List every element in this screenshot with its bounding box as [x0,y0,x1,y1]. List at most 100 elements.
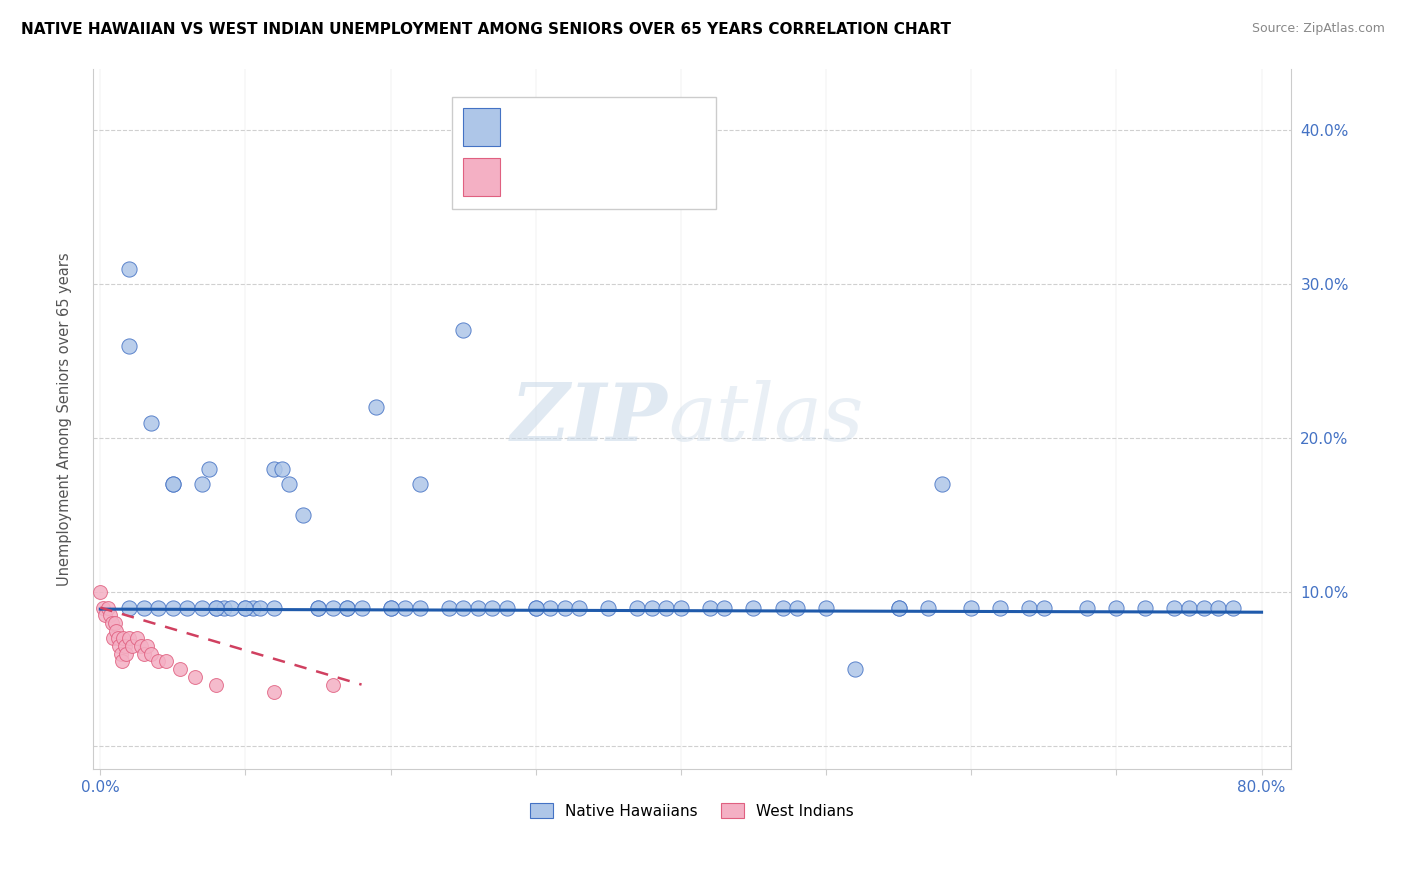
Point [495,600,517,615]
Point [538,600,561,615]
Point [451,323,474,337]
Point [887,600,910,615]
Point [235,600,257,615]
Point [132,600,155,615]
Point [1206,600,1229,615]
Point [114,639,136,653]
Point [198,462,221,476]
Point [162,477,184,491]
Point [183,670,205,684]
Point [568,600,591,615]
Point [112,632,135,646]
Point [713,600,735,615]
Point [118,632,141,646]
Point [139,416,162,430]
Point [1032,600,1054,615]
Point [1178,600,1201,615]
Point [917,600,939,615]
Point [1135,600,1157,615]
Text: atlas: atlas [668,380,863,458]
Point [155,655,177,669]
Point [1192,600,1215,615]
Point [148,655,170,669]
Point [380,600,402,615]
Point [93,608,115,623]
Point [336,600,359,615]
Point [307,600,329,615]
Point [307,600,329,615]
Point [103,632,125,646]
Point [467,600,489,615]
Point [270,462,292,476]
Point [118,339,141,353]
Point [481,600,503,615]
Point [437,600,460,615]
Point [121,639,143,653]
Point [336,600,359,615]
Point [1018,600,1040,615]
Point [219,600,242,615]
Point [626,600,648,615]
Point [115,647,138,661]
Point [176,600,198,615]
Point [91,600,114,615]
Point [598,600,620,615]
Point [641,600,664,615]
Point [380,600,402,615]
Point [772,600,794,615]
Point [655,600,678,615]
Point [742,600,765,615]
Point [364,401,387,415]
Point [191,477,214,491]
Point [135,639,157,653]
Point [669,600,692,615]
Point [263,685,285,699]
Point [205,600,228,615]
Point [699,600,721,615]
Point [110,647,132,661]
Point [104,615,127,630]
Point [162,477,184,491]
Point [292,508,315,523]
Point [96,600,118,615]
Point [1163,600,1185,615]
Point [408,477,430,491]
Point [844,662,866,676]
Point [148,600,170,615]
Point [108,639,131,653]
Point [100,608,122,623]
Point [249,600,271,615]
Point [101,615,124,630]
Point [350,600,373,615]
Point [205,677,228,691]
Point [554,600,576,615]
Point [125,632,148,646]
Point [263,600,285,615]
Point [887,600,910,615]
Point [786,600,808,615]
Point [235,600,257,615]
Text: Source: ZipAtlas.com: Source: ZipAtlas.com [1251,22,1385,36]
Point [988,600,1011,615]
Point [524,600,547,615]
Point [191,600,214,615]
Point [451,600,474,615]
Point [524,600,547,615]
Point [1222,600,1244,615]
Point [278,477,301,491]
Point [242,600,264,615]
Text: ZIP: ZIP [510,380,668,458]
Point [111,655,134,669]
Point [162,600,184,615]
Point [132,647,155,661]
Point [89,585,111,599]
Point [408,600,430,615]
Point [107,632,129,646]
Text: NATIVE HAWAIIAN VS WEST INDIAN UNEMPLOYMENT AMONG SENIORS OVER 65 YEARS CORRELAT: NATIVE HAWAIIAN VS WEST INDIAN UNEMPLOYM… [21,22,950,37]
Point [322,600,344,615]
Point [394,600,416,615]
Point [169,662,191,676]
Point [118,600,141,615]
Point [931,477,953,491]
Point [205,600,228,615]
